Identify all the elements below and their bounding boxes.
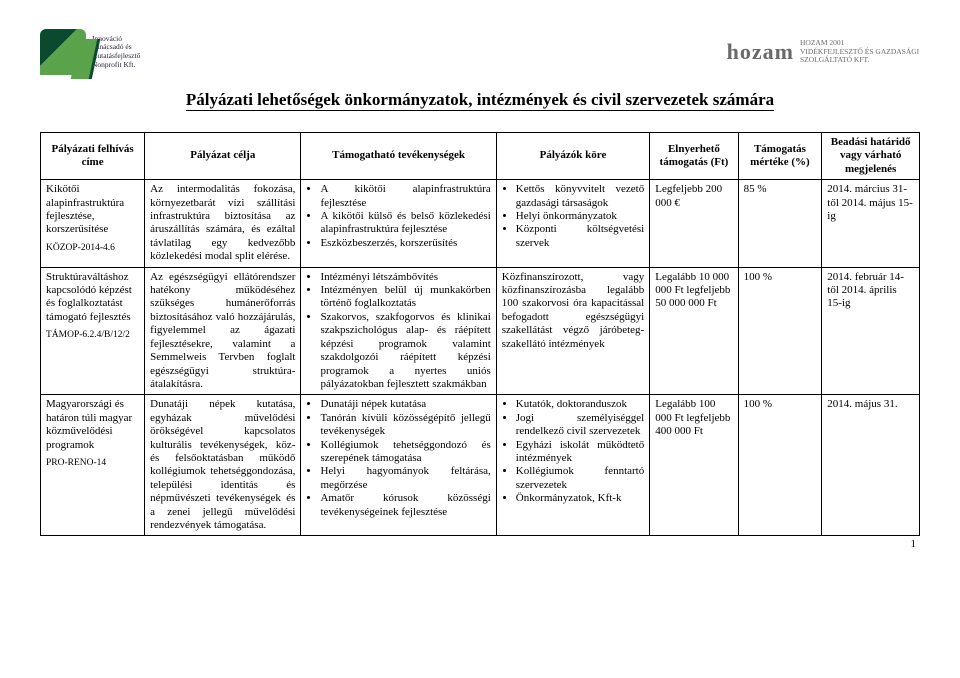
cell-activities: Dunatáji népek kutatásaTanórán kívüli kö…	[301, 395, 496, 536]
list-item: Tanórán kívüli közösségépítő jellegű tev…	[320, 412, 490, 439]
list-item: Dunatáji népek kutatása	[320, 398, 490, 411]
list-item: Intézményen belül új munkakörben történő…	[320, 284, 490, 311]
applicants-list: Kettős könyvvitelt vezető gazdasági társ…	[502, 183, 644, 250]
table-header-row: Pályázati felhívás címe Pályázat célja T…	[41, 133, 920, 180]
cell-applicants: Kettős könyvvitelt vezető gazdasági társ…	[496, 180, 649, 267]
th-deadline: Beadási határidő vagy várható megjelenés	[822, 133, 920, 180]
table-row: Magyarországi és határon túli magyar köz…	[41, 395, 920, 536]
cell-applicants: Közfinanszírozott, vagy közfinanszírozás…	[496, 267, 649, 395]
cell-activities: Intézményi létszámbővítésIntézményen bel…	[301, 267, 496, 395]
table-row: Struktúraváltáshoz kapcsolódó képzést és…	[41, 267, 920, 395]
grant-name: Struktúraváltáshoz kapcsolódó képzést és…	[46, 271, 139, 325]
grant-code: PRO-RENO-14	[46, 458, 139, 470]
list-item: Amatőr kórusok közösségi tevékenységeine…	[320, 492, 490, 519]
th-applicants: Pályázók köre	[496, 133, 649, 180]
table-row: Kikötői alapinfrastruktúra fejlesztése, …	[41, 180, 920, 267]
cell-deadline: 2014. február 14-től 2014. április 15-ig	[822, 267, 920, 395]
list-item: Helyi önkormányzatok	[516, 210, 644, 223]
cell-purpose: Dunatáji népek kutatása, egyházak művelő…	[145, 395, 301, 536]
logo-right-l3: SZOLGÁLTATÓ KFT.	[800, 55, 869, 64]
list-item: Kettős könyvvitelt vezető gazdasági társ…	[516, 183, 644, 210]
list-item: Jogi személyiséggel rendelkező civil sze…	[516, 412, 644, 439]
kapos-logo-icon	[40, 29, 86, 75]
th-rate: Támogatás mértéke (%)	[738, 133, 822, 180]
list-item: Eszközbeszerzés, korszerűsítés	[320, 237, 490, 250]
cell-rate: 85 %	[738, 180, 822, 267]
activities-list: Dunatáji népek kutatásaTanórán kívüli kö…	[306, 398, 490, 519]
logo-left-text: Innováció Tanácsadó és Kutatásfejlesztő …	[92, 35, 162, 70]
list-item: Kollégiumok tehetséggondozó és szerepéne…	[320, 439, 490, 466]
grant-name: Magyarországi és határon túli magyar köz…	[46, 398, 139, 452]
grant-code: KÖZOP-2014-4.6	[46, 243, 139, 255]
list-item: Szakorvos, szakfogorvos és klinikai szak…	[320, 311, 490, 391]
grant-name: Kikötői alapinfrastruktúra fejlesztése, …	[46, 183, 139, 237]
cell-purpose: Az egészségügyi ellátórendszer hatékony …	[145, 267, 301, 395]
cell-applicants: Kutatók, doktoranduszokJogi személyiségg…	[496, 395, 649, 536]
list-item: Kollégiumok fenntartó szervezetek	[516, 465, 644, 492]
cell-name: Kikötői alapinfrastruktúra fejlesztése, …	[41, 180, 145, 267]
activities-list: A kikötői alapinfrastruktúra fejlesztése…	[306, 183, 490, 250]
grant-code: TÁMOP-6.2.4/B/12/2	[46, 330, 139, 342]
cell-amount: Legalább 10 000 000 Ft legfeljebb 50 000…	[650, 267, 738, 395]
hozam-logo-icon: hozam	[727, 39, 794, 65]
cell-name: Magyarországi és határon túli magyar köz…	[41, 395, 145, 536]
list-item: Helyi hagyományok feltárása, megőrzése	[320, 465, 490, 492]
cell-name: Struktúraváltáshoz kapcsolódó képzést és…	[41, 267, 145, 395]
th-activities: Támogatható tevékenységek	[301, 133, 496, 180]
list-item: Önkormányzatok, Kft-k	[516, 492, 644, 505]
cell-rate: 100 %	[738, 395, 822, 536]
cell-rate: 100 %	[738, 267, 822, 395]
cell-purpose: Az intermodalitás fokozása, környezetbar…	[145, 180, 301, 267]
list-item: A kikötői alapinfrastruktúra fejlesztése	[320, 183, 490, 210]
grants-table: Pályázati felhívás címe Pályázat célja T…	[40, 132, 920, 536]
page-number: 1	[911, 538, 917, 550]
th-purpose: Pályázat célja	[145, 133, 301, 180]
th-name: Pályázati felhívás címe	[41, 133, 145, 180]
cell-activities: A kikötői alapinfrastruktúra fejlesztése…	[301, 180, 496, 267]
list-item: Intézményi létszámbővítés	[320, 271, 490, 284]
page-title: Pályázati lehetőségek önkormányzatok, in…	[40, 90, 920, 110]
page-title-text: Pályázati lehetőségek önkormányzatok, in…	[186, 90, 774, 111]
cell-deadline: 2014. május 31.	[822, 395, 920, 536]
list-item: Egyházi iskolát működtető intézmények	[516, 439, 644, 466]
page: Innováció Tanácsadó és Kutatásfejlesztő …	[0, 0, 960, 556]
cell-amount: Legalább 100 000 Ft legfeljebb 400 000 F…	[650, 395, 738, 536]
list-item: A kikötői külső és belső közlekedési ala…	[320, 210, 490, 237]
header-logos: Innováció Tanácsadó és Kutatásfejlesztő …	[40, 24, 920, 80]
logo-right-text: HOZAM 2001 VIDÉKFEJLESZTŐ ÉS GAZDASÁGI S…	[800, 39, 920, 65]
applicants-list: Kutatók, doktoranduszokJogi személyiségg…	[502, 398, 644, 505]
activities-list: Intézményi létszámbővítésIntézményen bel…	[306, 271, 490, 392]
logo-right: hozam HOZAM 2001 VIDÉKFEJLESZTŐ ÉS GAZDA…	[727, 39, 920, 65]
cell-amount: Legfeljebb 200 000 €	[650, 180, 738, 267]
logo-left: Innováció Tanácsadó és Kutatásfejlesztő …	[40, 29, 162, 75]
logo-left-l4: Nonprofit Kft.	[92, 60, 135, 69]
list-item: Központi költségvetési szervek	[516, 223, 644, 250]
cell-deadline: 2014. március 31-től 2014. május 15-ig	[822, 180, 920, 267]
list-item: Kutatók, doktoranduszok	[516, 398, 644, 411]
th-amount: Elnyerhető támogatás (Ft)	[650, 133, 738, 180]
